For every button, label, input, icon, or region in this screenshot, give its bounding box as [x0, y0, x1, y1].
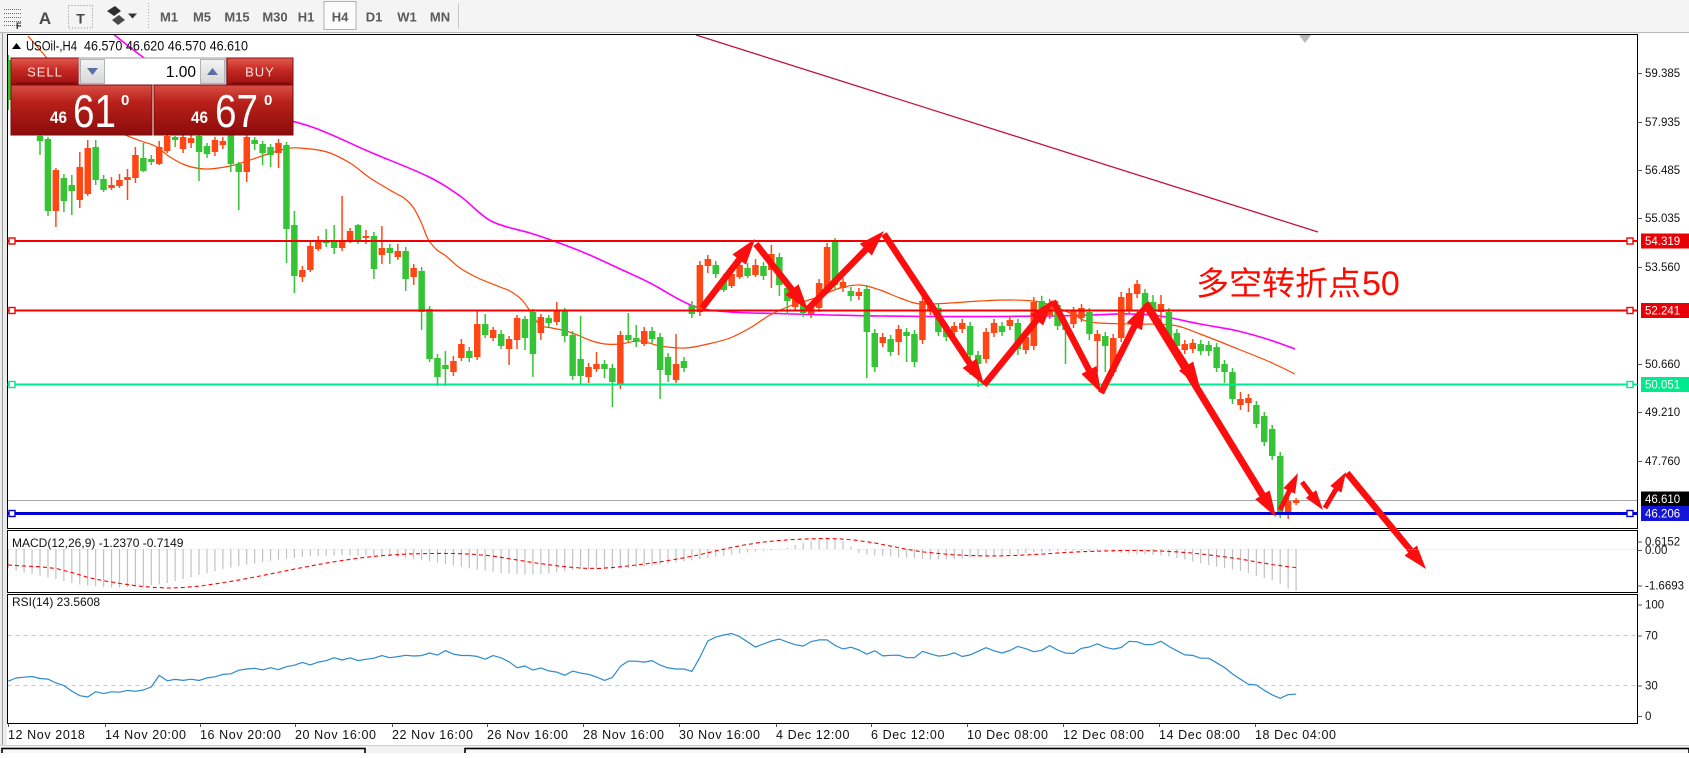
- svg-text:12 Nov 2018: 12 Nov 2018: [8, 728, 86, 742]
- svg-text:0.00: 0.00: [1645, 545, 1667, 557]
- svg-text:61: 61: [73, 85, 116, 137]
- svg-text:70: 70: [1645, 631, 1658, 643]
- svg-text:M15: M15: [224, 10, 249, 25]
- svg-text:55.035: 55.035: [1645, 213, 1680, 225]
- svg-text:H1: H1: [298, 10, 315, 25]
- svg-text:28 Nov 16:00: 28 Nov 16:00: [583, 728, 665, 742]
- svg-text:46: 46: [191, 108, 208, 127]
- svg-text:49.210: 49.210: [1645, 407, 1680, 419]
- svg-text:56.485: 56.485: [1645, 165, 1680, 177]
- svg-text:0: 0: [121, 92, 129, 109]
- svg-text:59.385: 59.385: [1645, 68, 1680, 80]
- svg-text:46.206: 46.206: [1645, 509, 1680, 521]
- svg-text:30: 30: [1645, 681, 1658, 693]
- svg-text:46: 46: [50, 108, 67, 127]
- svg-text:16 Nov 20:00: 16 Nov 20:00: [200, 728, 282, 742]
- svg-text:54.319: 54.319: [1645, 236, 1680, 248]
- svg-text:-1.6693: -1.6693: [1645, 581, 1684, 593]
- svg-text:50: 50: [1362, 265, 1400, 303]
- svg-text:100: 100: [1645, 600, 1664, 612]
- svg-text:26 Nov 16:00: 26 Nov 16:00: [487, 728, 569, 742]
- svg-text:D1: D1: [366, 10, 383, 25]
- svg-text:M30: M30: [262, 10, 287, 25]
- svg-text:4 Dec 12:00: 4 Dec 12:00: [776, 728, 850, 742]
- svg-text:M1: M1: [160, 10, 178, 25]
- svg-text:12 Dec 08:00: 12 Dec 08:00: [1063, 728, 1145, 742]
- svg-text:BUY: BUY: [245, 65, 275, 80]
- svg-text:6 Dec 12:00: 6 Dec 12:00: [871, 728, 945, 742]
- svg-text:A: A: [39, 9, 51, 28]
- svg-text:50.051: 50.051: [1645, 380, 1680, 392]
- svg-text:47.760: 47.760: [1645, 456, 1680, 468]
- svg-text:0: 0: [1645, 711, 1651, 723]
- svg-text:67: 67: [215, 85, 258, 137]
- svg-text:SELL: SELL: [27, 65, 63, 80]
- svg-text:T: T: [76, 11, 85, 27]
- svg-text:22 Nov 16:00: 22 Nov 16:00: [392, 728, 474, 742]
- svg-text:50.660: 50.660: [1645, 359, 1680, 371]
- svg-text:14 Dec 08:00: 14 Dec 08:00: [1159, 728, 1241, 742]
- svg-text:46.610: 46.610: [1645, 494, 1680, 506]
- svg-text:10 Dec 08:00: 10 Dec 08:00: [967, 728, 1049, 742]
- svg-text:0: 0: [264, 92, 272, 109]
- svg-text:53.560: 53.560: [1645, 262, 1680, 274]
- svg-text:RSI(14) 23.5608: RSI(14) 23.5608: [12, 595, 100, 609]
- svg-text:30 Nov 16:00: 30 Nov 16:00: [679, 728, 761, 742]
- svg-text:57.935: 57.935: [1645, 117, 1680, 129]
- svg-text:20 Nov 16:00: 20 Nov 16:00: [295, 728, 377, 742]
- svg-text:0.6152: 0.6152: [1645, 537, 1680, 549]
- svg-text:H4: H4: [332, 10, 349, 25]
- svg-text:M5: M5: [193, 10, 211, 25]
- svg-text:52.241: 52.241: [1645, 306, 1680, 318]
- svg-text:1.00: 1.00: [166, 64, 197, 81]
- svg-text:USOil-,H4: USOil-,H4: [26, 38, 77, 54]
- svg-text:F: F: [16, 21, 22, 31]
- svg-text:W1: W1: [397, 10, 417, 25]
- svg-text:MACD(12,26,9) -1.2370 -0.7149: MACD(12,26,9) -1.2370 -0.7149: [12, 536, 184, 550]
- svg-text:18 Dec 04:00: 18 Dec 04:00: [1255, 728, 1337, 742]
- svg-text:46.570 46.620 46.570 46.610: 46.570 46.620 46.570 46.610: [84, 38, 248, 54]
- svg-text:MN: MN: [430, 10, 450, 25]
- svg-text:14 Nov 20:00: 14 Nov 20:00: [105, 728, 187, 742]
